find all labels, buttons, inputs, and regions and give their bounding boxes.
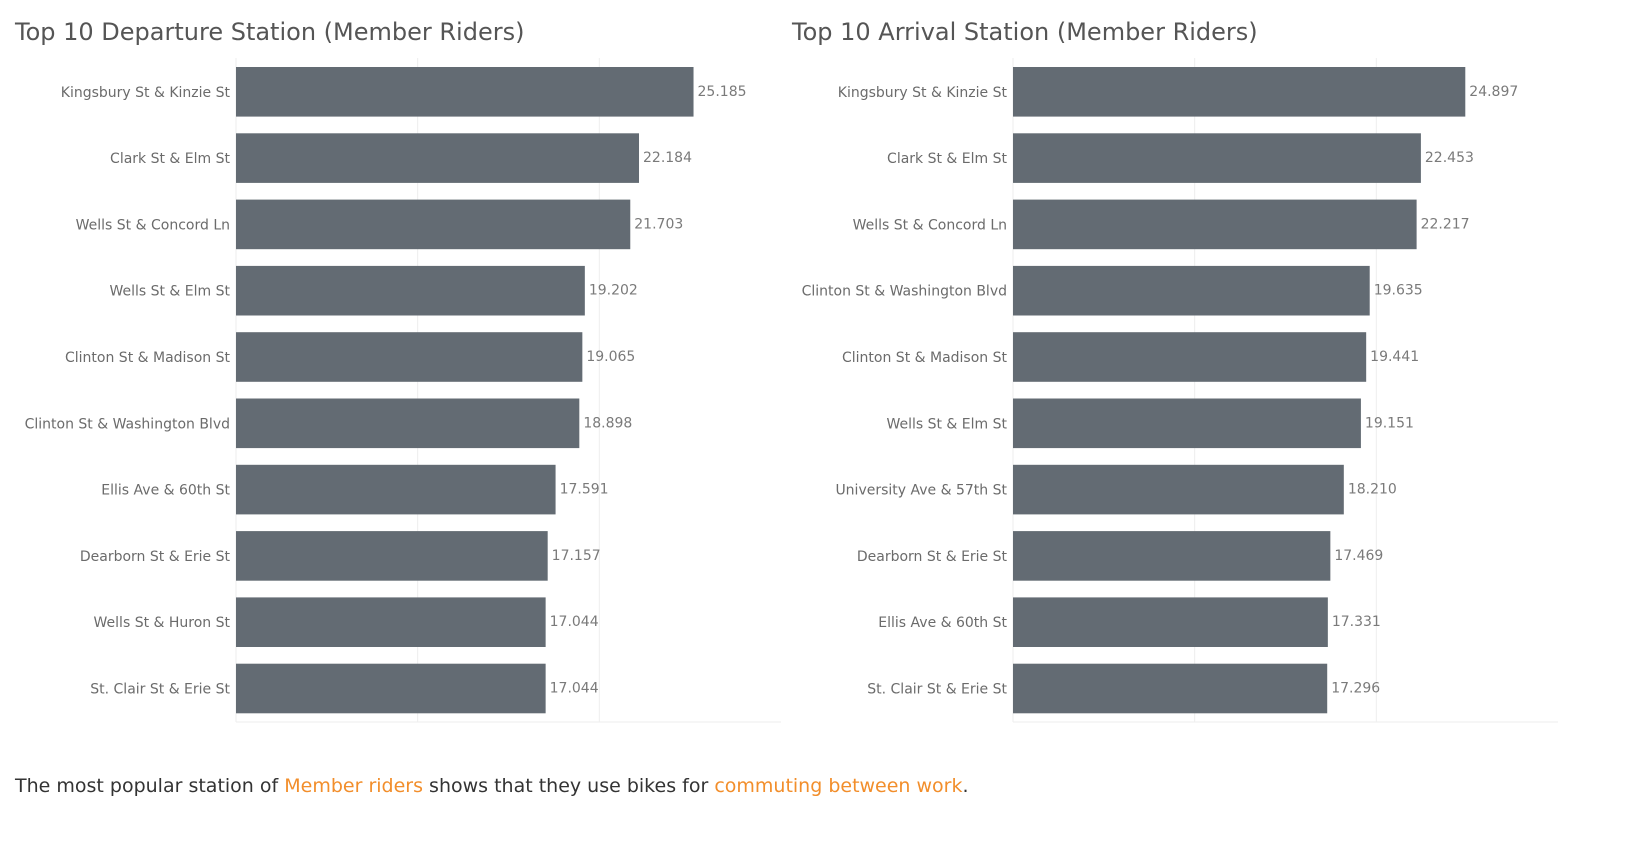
value-label: 19.635 xyxy=(1374,283,1423,299)
bar[interactable] xyxy=(1013,663,1328,714)
value-label: 19.202 xyxy=(589,283,638,299)
bar[interactable] xyxy=(236,597,546,647)
value-label: 18.898 xyxy=(583,415,632,431)
category-label: Wells St & Concord Ln xyxy=(853,217,1007,233)
value-label: 17.044 xyxy=(550,614,599,630)
value-label: 17.469 xyxy=(1334,548,1383,564)
value-label: 22.184 xyxy=(643,150,692,166)
bar[interactable] xyxy=(236,67,694,117)
category-label: St. Clair St & Erie St xyxy=(90,682,230,698)
value-label: 17.296 xyxy=(1331,681,1380,697)
category-label: Clinton St & Washington Blvd xyxy=(802,284,1007,300)
arrival-chart-title: Top 10 Arrival Station (Member Riders) xyxy=(792,18,1258,46)
bar[interactable] xyxy=(1013,398,1361,449)
value-label: 19.441 xyxy=(1370,349,1419,365)
bar[interactable] xyxy=(1013,464,1344,515)
caption-text-3: . xyxy=(962,775,969,797)
category-label: Wells St & Huron St xyxy=(94,615,231,631)
category-label: Wells St & Concord Ln xyxy=(76,217,230,233)
category-label: Clark St & Elm St xyxy=(110,151,230,167)
bar[interactable] xyxy=(1013,67,1466,117)
category-label: St. Clair St & Erie St xyxy=(867,682,1007,698)
category-label: University Ave & 57th St xyxy=(835,483,1007,499)
bar[interactable] xyxy=(236,531,548,581)
value-label: 19.151 xyxy=(1365,415,1414,431)
category-label: Dearborn St & Erie St xyxy=(857,549,1008,565)
caption-highlight-member-riders: Member riders xyxy=(284,775,423,797)
insight-caption: The most popular station of Member rider… xyxy=(15,775,969,797)
arrival-bar-chart: Kingsbury St & Kinzie St 24.897 Clark St &… xyxy=(802,58,1558,723)
arrival-chart-panel: Top 10 Arrival Station (Member Riders) K… xyxy=(792,0,1562,740)
value-label: 18.210 xyxy=(1348,482,1397,498)
departure-bar-chart: Kingsbury St & Kinzie St 25.185 Clark St &… xyxy=(25,58,781,723)
bar[interactable] xyxy=(236,663,546,714)
value-label: 21.703 xyxy=(634,216,683,232)
value-label: 17.157 xyxy=(552,548,601,564)
category-label: Clark St & Elm St xyxy=(887,151,1007,167)
bar[interactable] xyxy=(1013,133,1421,183)
category-label: Clinton St & Madison St xyxy=(65,350,231,366)
value-label: 22.217 xyxy=(1421,216,1470,232)
category-label: Ellis Ave & 60th St xyxy=(101,483,230,499)
bar[interactable] xyxy=(236,464,556,515)
value-label: 17.591 xyxy=(560,482,609,498)
bar[interactable] xyxy=(236,265,585,316)
caption-highlight-commuting: commuting between work xyxy=(714,775,963,797)
caption-text-1: The most popular station of xyxy=(15,775,285,797)
bar[interactable] xyxy=(1013,332,1367,382)
bar[interactable] xyxy=(1013,531,1331,581)
bar[interactable] xyxy=(1013,597,1328,647)
departure-chart-panel: Top 10 Departure Station (Member Riders)… xyxy=(15,0,785,740)
category-label: Clinton St & Washington Blvd xyxy=(25,416,230,432)
bar[interactable] xyxy=(236,332,583,382)
bar[interactable] xyxy=(236,199,631,250)
category-label: Wells St & Elm St xyxy=(109,284,230,300)
value-label: 22.453 xyxy=(1425,150,1474,166)
category-label: Wells St & Elm St xyxy=(886,416,1007,432)
bar[interactable] xyxy=(236,133,640,183)
bar[interactable] xyxy=(1013,265,1370,316)
departure-chart-title: Top 10 Departure Station (Member Riders) xyxy=(15,18,525,46)
value-label: 17.331 xyxy=(1332,614,1381,630)
category-label: Dearborn St & Erie St xyxy=(80,549,231,565)
value-label: 19.065 xyxy=(586,349,635,365)
value-label: 25.185 xyxy=(698,84,747,100)
caption-text-2: shows that they use bikes for xyxy=(423,775,715,797)
bar[interactable] xyxy=(236,398,580,449)
category-label: Ellis Ave & 60th St xyxy=(878,615,1007,631)
value-label: 24.897 xyxy=(1469,84,1518,100)
category-label: Kingsbury St & Kinzie St xyxy=(838,85,1008,101)
value-label: 17.044 xyxy=(550,681,599,697)
category-label: Kingsbury St & Kinzie St xyxy=(61,85,231,101)
bar[interactable] xyxy=(1013,199,1417,250)
category-label: Clinton St & Madison St xyxy=(842,350,1008,366)
